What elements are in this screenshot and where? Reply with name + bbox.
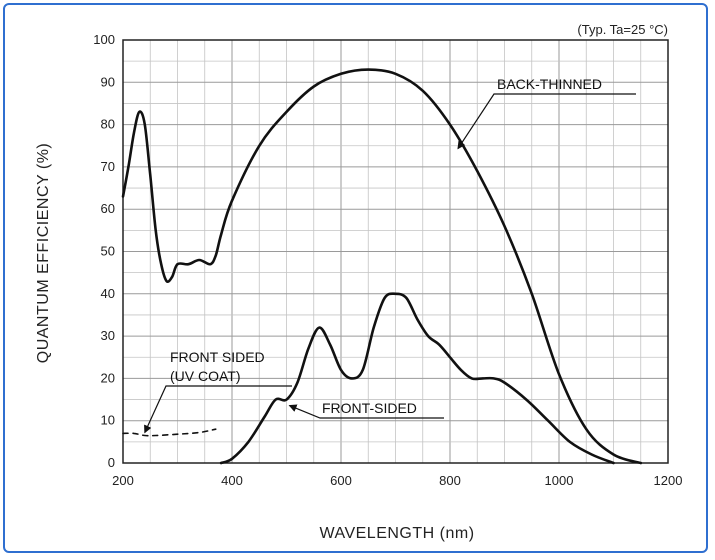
y-tick-label: 40 bbox=[101, 286, 115, 301]
y-tick-label: 0 bbox=[108, 455, 115, 470]
series-back-thinned bbox=[121, 68, 643, 465]
plot-border bbox=[122, 39, 669, 464]
x-axis-title: WAVELENGTH (nm) bbox=[319, 525, 474, 542]
chart-frame bbox=[3, 3, 708, 553]
tick-labels: 200 400 600 800 1000 1200 0 10 20 30 40 50 60 70 80 90 1… bbox=[93, 32, 682, 488]
y-tick-label: 30 bbox=[101, 328, 115, 343]
series-front-sided bbox=[219, 292, 615, 465]
label-uv-coat-line1: FRONT SIDED bbox=[170, 349, 265, 365]
condition-label: (Typ. Ta=25 °C) bbox=[577, 22, 668, 37]
y-tick-label: 60 bbox=[101, 201, 115, 216]
annotations bbox=[144, 93, 636, 434]
label-front-sided: FRONT-SIDED bbox=[322, 400, 417, 416]
x-tick-label: 1200 bbox=[654, 473, 683, 488]
y-axis-title: QUANTUM EFFICIENCY (%) bbox=[35, 143, 52, 363]
x-tick-label: 600 bbox=[330, 473, 352, 488]
leader-front-sided bbox=[288, 404, 444, 419]
x-tick-label: 400 bbox=[221, 473, 243, 488]
label-uv-coat-line2: (UV COAT) bbox=[170, 368, 241, 384]
leader-uv-coat bbox=[144, 385, 292, 434]
leader-back-thinned bbox=[457, 93, 636, 150]
series-layer bbox=[121, 68, 643, 465]
y-tick-label: 20 bbox=[101, 370, 115, 385]
y-tick-label: 50 bbox=[101, 244, 115, 259]
y-tick-label: 80 bbox=[101, 117, 115, 132]
y-tick-label: 90 bbox=[101, 74, 115, 89]
x-tick-label: 800 bbox=[439, 473, 461, 488]
y-tick-label: 100 bbox=[93, 32, 115, 47]
series-front-sided-uv-coat bbox=[122, 428, 217, 437]
label-back-thinned: BACK-THINNED bbox=[497, 76, 602, 92]
y-tick-label: 10 bbox=[101, 413, 115, 428]
y-tick-label: 70 bbox=[101, 159, 115, 174]
x-tick-label: 200 bbox=[112, 473, 134, 488]
x-tick-label: 1000 bbox=[545, 473, 574, 488]
